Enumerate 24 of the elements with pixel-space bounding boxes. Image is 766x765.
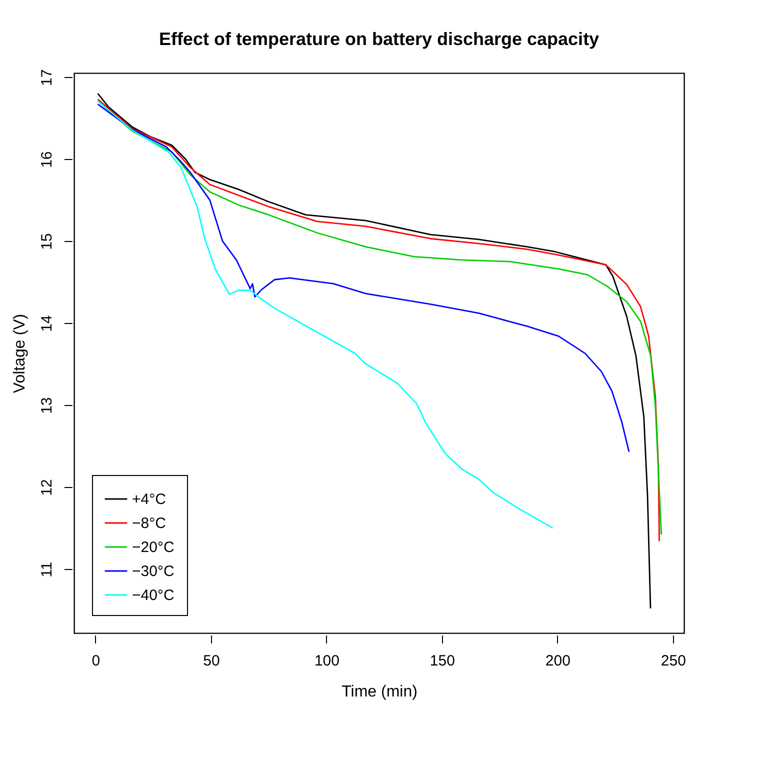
y-axis-title: Voltage (V) bbox=[12, 314, 28, 394]
line-series bbox=[97, 103, 630, 452]
y-tick-label: 13 bbox=[38, 397, 56, 414]
legend-label: −8°C bbox=[132, 515, 166, 532]
y-tick-label: 17 bbox=[38, 69, 56, 86]
x-tick-label: 50 bbox=[203, 652, 220, 670]
x-axis-title: Time (min) bbox=[342, 684, 418, 700]
y-tick-label: 16 bbox=[38, 151, 56, 168]
x-tick-label: 100 bbox=[314, 652, 340, 670]
line-series bbox=[97, 100, 554, 529]
line-series bbox=[97, 92, 652, 610]
legend-label: −20°C bbox=[132, 539, 174, 556]
x-tick-label: 150 bbox=[430, 652, 455, 670]
legend-label: −30°C bbox=[132, 563, 174, 580]
chart-title: Effect of temperature on battery discharge capacity bbox=[158, 28, 600, 49]
x-tick-label: 250 bbox=[660, 652, 686, 670]
y-tick-label: 11 bbox=[38, 562, 56, 578]
legend-label: +4°C bbox=[132, 491, 166, 508]
y-tick-label: 12 bbox=[38, 479, 56, 496]
y-tick-label: 15 bbox=[38, 233, 56, 250]
x-tick-label: 0 bbox=[92, 652, 100, 670]
legend-label: −40°C bbox=[132, 587, 174, 604]
x-tick-label: 200 bbox=[545, 652, 570, 670]
y-tick-label: 14 bbox=[38, 315, 56, 332]
